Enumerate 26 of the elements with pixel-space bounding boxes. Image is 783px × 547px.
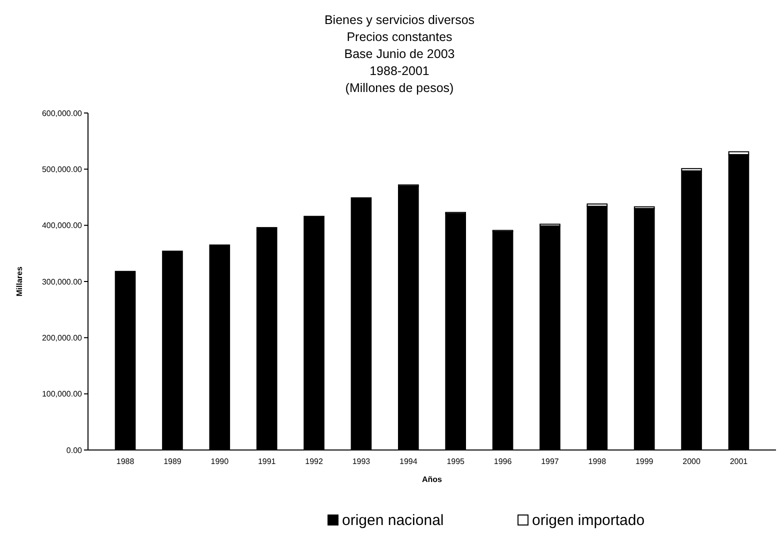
x-tick-label: 1990 bbox=[210, 457, 230, 466]
x-tick-label: 2000 bbox=[682, 457, 701, 466]
chart-title: Bienes y servicios diversos Precios constantes Base Junio de 2003 1988-2001 (Millones de pesos) bbox=[324, 13, 475, 95]
x-tick-label: 1988 bbox=[116, 457, 135, 466]
x-tick-label: 1989 bbox=[164, 457, 182, 466]
x-tick-label: 1994 bbox=[400, 457, 418, 466]
x-tick-label: 1992 bbox=[305, 457, 324, 466]
y-tick-label: 100,000.00 bbox=[42, 390, 83, 399]
y-tick-label: 400,000.00 bbox=[42, 221, 83, 230]
x-tick-label: 1991 bbox=[258, 457, 276, 466]
x-tick-label: 1996 bbox=[494, 457, 512, 466]
x-tick-label: 1995 bbox=[446, 457, 466, 466]
y-tick-label: 300,000.00 bbox=[42, 277, 83, 286]
y-tick-label: 0.00 bbox=[66, 446, 83, 455]
y-tick-label: 500,000.00 bbox=[42, 164, 83, 174]
y-tick-label: 200,000.00 bbox=[42, 333, 83, 342]
legend-label: origen nacional bbox=[342, 512, 444, 529]
x-tick-label: 2001 bbox=[730, 457, 748, 466]
x-axis-title: Años bbox=[422, 475, 443, 484]
x-tick-label: 1999 bbox=[635, 457, 654, 466]
legend-label: origen importado bbox=[532, 512, 645, 529]
x-tick-label: 1997 bbox=[541, 457, 560, 466]
x-tick-label: 1998 bbox=[588, 457, 607, 466]
y-axis-title: Millares bbox=[15, 266, 24, 296]
x-tick-label: 1993 bbox=[352, 457, 371, 466]
y-tick-label: 600,000.00 bbox=[42, 108, 83, 118]
